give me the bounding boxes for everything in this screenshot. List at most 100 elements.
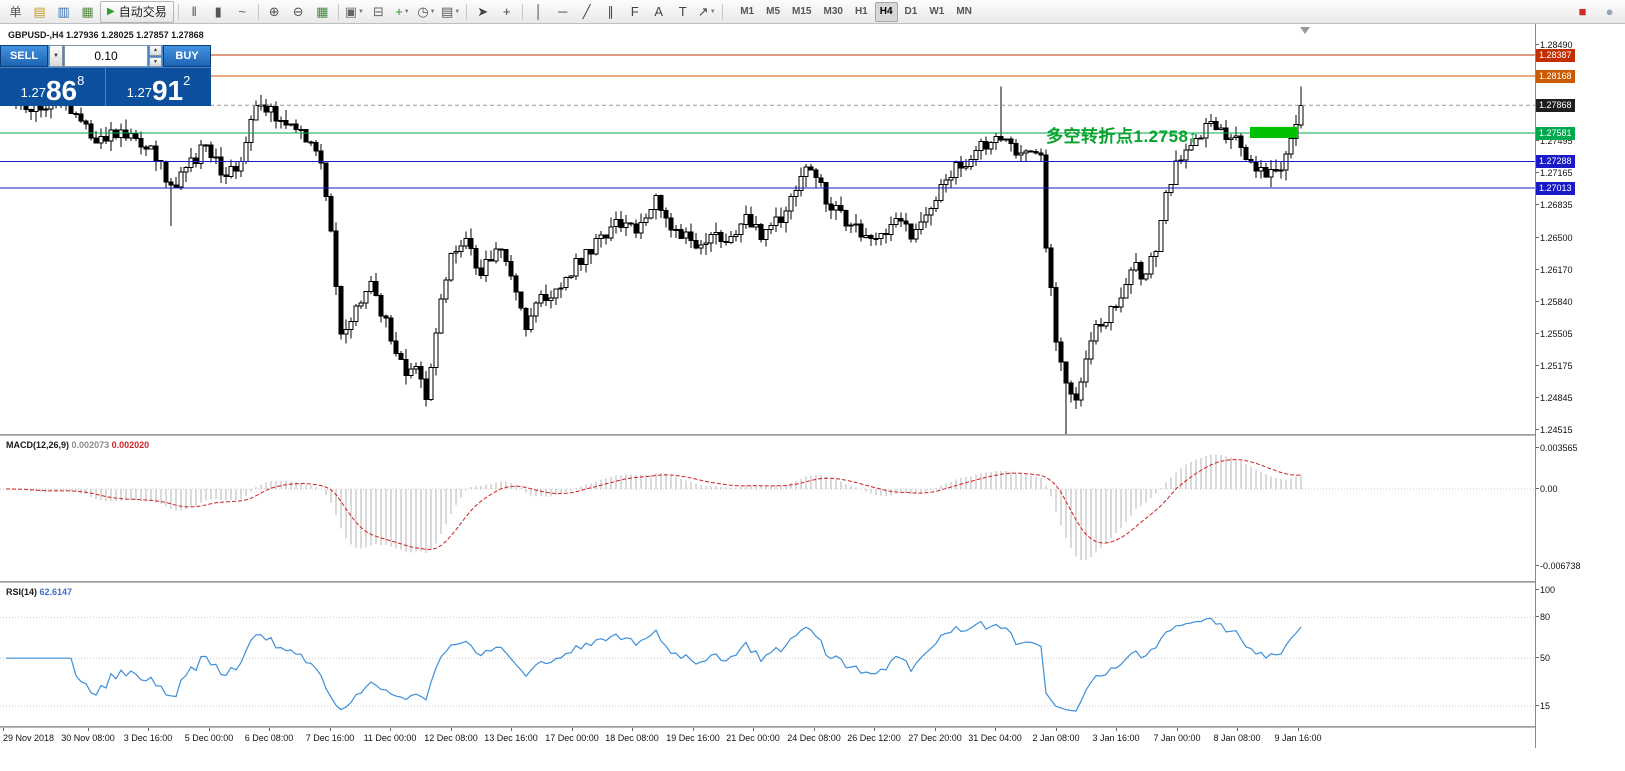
main-chart[interactable]: [0, 24, 1535, 434]
price-tick-label: 1.27165: [1536, 168, 1573, 179]
candle-body: [643, 217, 649, 224]
label-icon[interactable]: T: [671, 2, 694, 22]
candle-body: [938, 183, 944, 201]
zoom-out-icon[interactable]: ⊖: [287, 2, 310, 22]
candle-body: [1023, 150, 1029, 154]
timeframe-w1[interactable]: W1: [929, 6, 945, 17]
navigator-icon[interactable]: ▦: [76, 2, 99, 22]
new-order-button[interactable]: 单: [4, 2, 27, 22]
pane-splitter[interactable]: [0, 434, 1625, 436]
price-tick-label: 1.28490: [1536, 40, 1573, 51]
bar-chart-icon[interactable]: ‖: [183, 2, 206, 22]
timeframe-mn[interactable]: MN: [956, 6, 972, 17]
price-tick-label: 1.24845: [1536, 393, 1573, 404]
candle-body: [78, 113, 84, 122]
trendline-icon[interactable]: ╱: [575, 2, 598, 22]
timeframe-h4[interactable]: H4: [874, 1, 898, 22]
lot-dropdown-button[interactable]: ▼: [49, 45, 63, 67]
vertical-line-icon[interactable]: │: [527, 2, 550, 22]
pivot-zone-box[interactable]: [1250, 126, 1297, 138]
sell-price-display[interactable]: 1.27 86 8: [0, 68, 105, 106]
candle-body: [958, 162, 964, 169]
time-label: 12 Dec 08:00: [424, 733, 478, 743]
new-chart-icon[interactable]: ▣ ▼: [343, 2, 366, 22]
cursor-icon[interactable]: ➤: [471, 2, 494, 22]
candle-body: [1268, 168, 1274, 178]
chart-window-icon[interactable]: ▤: [28, 2, 51, 22]
candle-body: [1108, 305, 1114, 324]
timeframe-m15[interactable]: M15: [792, 6, 812, 17]
candle-body: [728, 235, 734, 244]
candle-body: [503, 249, 509, 263]
candle-body: [598, 234, 604, 239]
timeframe-h1[interactable]: H1: [854, 6, 868, 17]
sell-button[interactable]: SELL: [0, 45, 48, 67]
market-watch-icon[interactable]: ▥: [52, 2, 75, 22]
timeframe-d1[interactable]: D1: [904, 6, 918, 17]
text-icon[interactable]: A: [647, 2, 670, 22]
time-tick: [1177, 728, 1178, 731]
horizontal-line-icon[interactable]: ─: [551, 2, 574, 22]
lot-decrease-button[interactable]: ▼: [149, 56, 162, 67]
templates-icon[interactable]: ▤ ▼: [439, 2, 462, 22]
candle-body: [1288, 138, 1294, 155]
candle-body: [418, 365, 424, 380]
fibonacci-icon[interactable]: F: [623, 2, 646, 22]
lot-increase-button[interactable]: ▲: [149, 45, 162, 56]
time-label: 5 Dec 00:00: [184, 733, 234, 743]
line-chart-icon[interactable]: ~: [231, 2, 254, 22]
time-axis[interactable]: 29 Nov 2018 30 Nov 08:00 3 Dec 16:00 5 Dec …: [0, 728, 1535, 750]
candle-body: [833, 205, 839, 211]
candle-body: [208, 144, 214, 159]
price-axis[interactable]: 1.28490 1.27495 1.27165 1.26835 1.26500 1.261…: [1535, 0, 1625, 748]
candle-body: [388, 317, 394, 342]
crosshair-icon[interactable]: +: [495, 2, 518, 22]
candle-body: [683, 231, 689, 239]
community-icon[interactable]: ●: [1598, 2, 1621, 22]
time-tick: [209, 728, 210, 731]
timeframe-m30[interactable]: M30: [823, 6, 843, 17]
candle-body: [613, 219, 619, 228]
toolbar-separator: [522, 3, 524, 20]
pivot-annotation[interactable]: 多空转折点1.2758↑: [1046, 127, 1198, 146]
timeframe-m5[interactable]: M5: [766, 6, 781, 17]
candle-body: [978, 141, 984, 151]
candle-body: [173, 184, 179, 188]
candle-body: [1038, 152, 1044, 156]
tile-windows-icon[interactable]: ▦: [311, 2, 334, 22]
pane-splitter[interactable]: [0, 581, 1625, 583]
candle-body: [1078, 381, 1084, 401]
timeframe-m1[interactable]: M1: [740, 6, 755, 17]
autotrading-button[interactable]: ▶ 自动交易: [100, 0, 174, 23]
candle-body: [433, 332, 439, 368]
buy-price-small: 1.27: [126, 85, 152, 100]
price-tick-label: 1.26500: [1536, 232, 1573, 243]
indicators-icon[interactable]: + ▼: [391, 2, 414, 22]
lot-size-input[interactable]: [64, 45, 148, 67]
candle-body: [558, 287, 564, 290]
candle-body: [1238, 135, 1244, 148]
alert-icon[interactable]: ■: [1571, 2, 1594, 22]
candle-body: [843, 210, 849, 227]
equidistant-channel-icon[interactable]: ∥: [599, 2, 622, 22]
candle-body: [1118, 297, 1124, 308]
macd-pane[interactable]: [0, 436, 1535, 581]
candle-body: [1073, 393, 1079, 401]
candle-body: [883, 233, 889, 236]
zoom-in-icon[interactable]: ⊕: [263, 2, 286, 22]
pane-splitter[interactable]: [0, 726, 1625, 728]
arrows-icon[interactable]: ↗ ▼: [695, 2, 718, 22]
periods-icon[interactable]: ◷ ▼: [415, 2, 438, 22]
profiles-icon[interactable]: ⊟: [367, 2, 390, 22]
macd-axis-label: -0.006738: [1536, 561, 1581, 572]
candle-body: [108, 129, 114, 142]
indicators-icon: +: [395, 4, 403, 19]
buy-button[interactable]: BUY: [163, 45, 211, 67]
candle-body: [183, 167, 189, 173]
candle-body: [578, 258, 584, 265]
label-icon: T: [678, 4, 687, 19]
chart-shift-marker-icon[interactable]: [1300, 27, 1310, 34]
rsi-pane[interactable]: [0, 583, 1535, 726]
buy-price-display[interactable]: 1.27 91 2: [106, 68, 211, 106]
candlestick-chart-icon[interactable]: ▮: [207, 2, 230, 22]
